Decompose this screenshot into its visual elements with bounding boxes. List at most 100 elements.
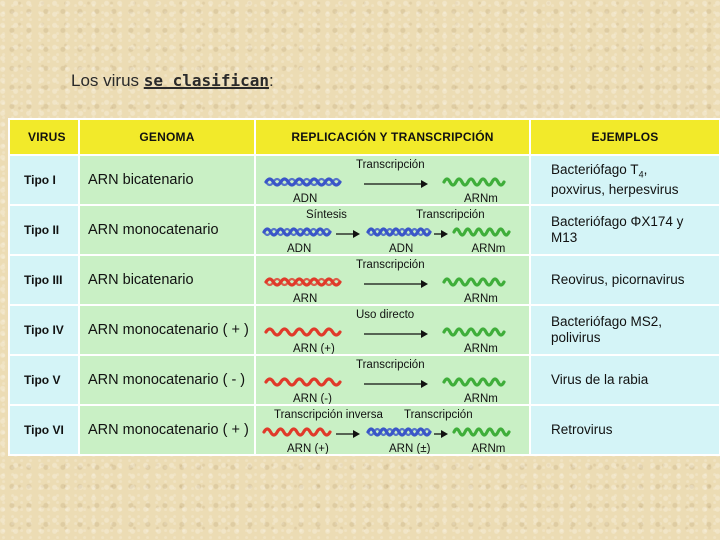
process-arrow [364,280,428,288]
replication-cell: ARN (+) ARN (±) ARNm Transcripción inversa T… [254,404,531,456]
process-arrow [336,230,360,238]
process-step-label: Transcripción [356,159,425,171]
virus-type-cell: Tipo VI [8,404,80,456]
examples-line: Bacteriófago T4, [551,162,719,183]
examples-line: M13 [551,230,578,245]
heading-suffix: : [268,71,274,90]
examples-cell: Bacteriófago ΦX174 y M13 [529,204,720,256]
molecule-strand [366,427,432,437]
molecule-strand [442,177,506,187]
examples-text: Virus de la rabia [551,372,649,387]
examples-line: polivirus [551,330,601,345]
examples-subscript: 4 [638,169,644,180]
process-step-label: Uso directo [356,309,414,321]
examples-cell: Reovirus, picornavirus [529,254,720,306]
molecule-strand [262,427,332,437]
genoma-cell: ARN monocatenario ( + ) [78,304,256,356]
molecule-label: ARNm [464,343,498,354]
molecule-label: ARNm [472,243,506,254]
heading-emphasis: se clasifican [143,71,269,90]
virus-type-cell: Tipo III [8,254,80,306]
examples-text: Bacteriófago T [551,161,639,177]
heading-prefix: Los virus [71,71,144,90]
examples-text: Retrovirus [551,422,613,437]
molecule-strand [452,227,511,237]
examples-cell: Retrovirus [529,404,720,456]
examples-line: Reovirus, picornavirus [551,272,719,288]
genoma-cell: ARN monocatenario ( - ) [78,354,256,406]
table-row: Tipo V ARN monocatenario ( - ) ARN (-) ARNm… [8,354,720,406]
virus-classification-table: VIRUS GENOMA REPLICACIÓN Y TRANSCRIPCIÓN… [8,118,720,456]
table-row: Tipo IV ARN monocatenario ( + ) ARN (+) ARN… [8,304,720,356]
molecule-strand [442,277,506,287]
molecule-strand [264,277,342,287]
virus-type-cell: Tipo V [8,354,80,406]
virus-type-cell: Tipo II [8,204,80,256]
process-arrow [364,180,428,188]
header-virus: VIRUS [8,118,80,156]
replication-diagram: ARN ARNm Transcripción [264,259,506,304]
virus-type-cell: Tipo I [8,154,80,206]
replication-cell: ARN ARNm Transcripción [254,254,531,306]
replication-cell: ADN ADN ARNm Síntesis Transcripción [254,204,531,256]
header-row: VIRUS GENOMA REPLICACIÓN Y TRANSCRIPCIÓN… [8,118,720,156]
molecule-label: ARNm [472,443,506,454]
virus-type-cell: Tipo IV [8,304,80,356]
molecule-strand [442,327,506,337]
replication-cell: ARN (+) ARNm Uso directo [254,304,531,356]
examples-text: Reovirus, picornavirus [551,272,685,287]
slide-heading: Los virus se clasifican: [71,71,274,91]
replication-diagram: ARN (+) ARNm Uso directo [264,309,506,354]
process-step-label: Transcripción [404,409,473,421]
molecule-label: ADN [293,193,317,204]
genoma-cell: ARN monocatenario ( + ) [78,404,256,456]
molecule-label: ARNm [464,193,498,204]
process-arrow [434,430,448,438]
examples-line: Virus de la rabia [551,372,719,388]
process-arrow [364,380,428,388]
header-replicacion: REPLICACIÓN Y TRANSCRIPCIÓN [254,118,531,156]
examples-text-tail: , [643,161,648,177]
process-step-label: Transcripción [356,359,425,371]
molecule-strand [442,377,506,387]
molecule-label: ARNm [464,293,498,304]
genoma-cell: ARN bicatenario [78,154,256,206]
molecule-label: ARN (+) [293,343,335,354]
examples-cell: Virus de la rabia [529,354,720,406]
examples-text: Bacteriófago ΦX174 y [551,214,684,229]
molecule-strand [452,427,511,437]
genoma-cell: ARN monocatenario [78,204,256,256]
replication-diagram: ADN ADN ARNm Síntesis Transcripción [262,209,511,254]
molecule-label: ARN (+) [287,443,329,454]
table-row: Tipo II ARN monocatenario ADN ADN ARNm Síntes… [8,204,720,256]
examples-text: Bacteriófago MS2, [551,314,663,329]
molecule-strand [366,227,432,237]
table-row: Tipo I ARN bicatenario ADN ARNm Transcripció… [8,154,720,206]
replication-cell: ARN (-) ARNm Transcripción [254,354,531,406]
genoma-cell: ARN bicatenario [78,254,256,306]
process-step-label: Transcripción [356,259,425,271]
process-arrow [434,230,448,238]
table-row: Tipo III ARN bicatenario ARN ARNm Transcripc… [8,254,720,306]
molecule-label: ARN [293,293,317,304]
examples-line: Bacteriófago MS2, [551,314,719,330]
header-genoma: GENOMA [78,118,256,156]
table: VIRUS GENOMA REPLICACIÓN Y TRANSCRIPCIÓN… [8,118,720,456]
examples-line: Retrovirus [551,422,719,438]
replication-diagram: ADN ARNm Transcripción [264,159,506,204]
examples-line: Bacteriófago ΦX174 y [551,214,719,230]
molecule-label: ARNm [464,393,498,404]
molecule-strand [264,377,342,387]
replication-cell: ADN ARNm Transcripción [254,154,531,206]
examples-line: poxvirus, herpesvirus [551,182,679,198]
examples-cell: Bacteriófago MS2, polivirus [529,304,720,356]
molecule-label: ARN (-) [293,393,332,404]
process-step-label: Transcripción [416,209,485,221]
molecule-label: ARN (±) [389,443,431,454]
molecule-strand [264,327,342,337]
process-arrow [364,330,428,338]
process-step-label: Síntesis [306,209,347,221]
process-arrow [336,430,360,438]
molecule-label: ADN [287,243,311,254]
replication-diagram: ARN (+) ARN (±) ARNm Transcripción inversa T… [262,409,511,454]
